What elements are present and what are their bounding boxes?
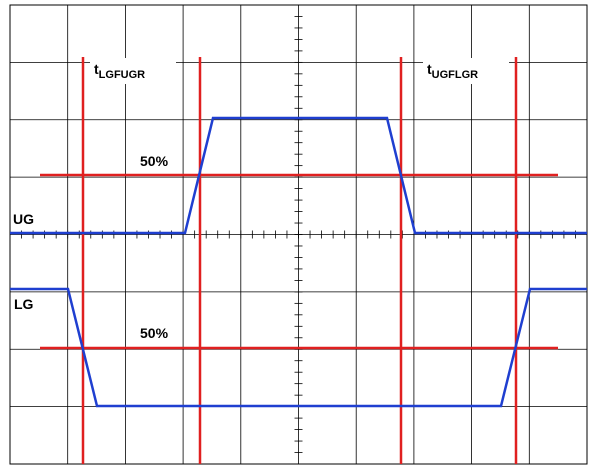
axis-ticks xyxy=(21,16,576,453)
threshold-label: 50% xyxy=(140,153,169,169)
label-bg xyxy=(12,294,38,312)
label-main: t xyxy=(427,61,432,77)
lg-waveform xyxy=(10,287,587,408)
label-subscript: UGFLGR xyxy=(432,69,478,81)
timing-label: tUGFLGR xyxy=(427,61,478,81)
label-main: t xyxy=(94,61,99,77)
signal-label: LG xyxy=(14,296,34,312)
label-bg xyxy=(423,58,509,84)
ug-waveform xyxy=(10,116,587,235)
signal-label: UG xyxy=(13,211,34,227)
timing-label: tLGFUGR xyxy=(94,61,145,81)
threshold-label: 50% xyxy=(140,325,169,341)
label-subscript: LGFUGR xyxy=(99,69,145,81)
label-bg xyxy=(90,58,176,84)
